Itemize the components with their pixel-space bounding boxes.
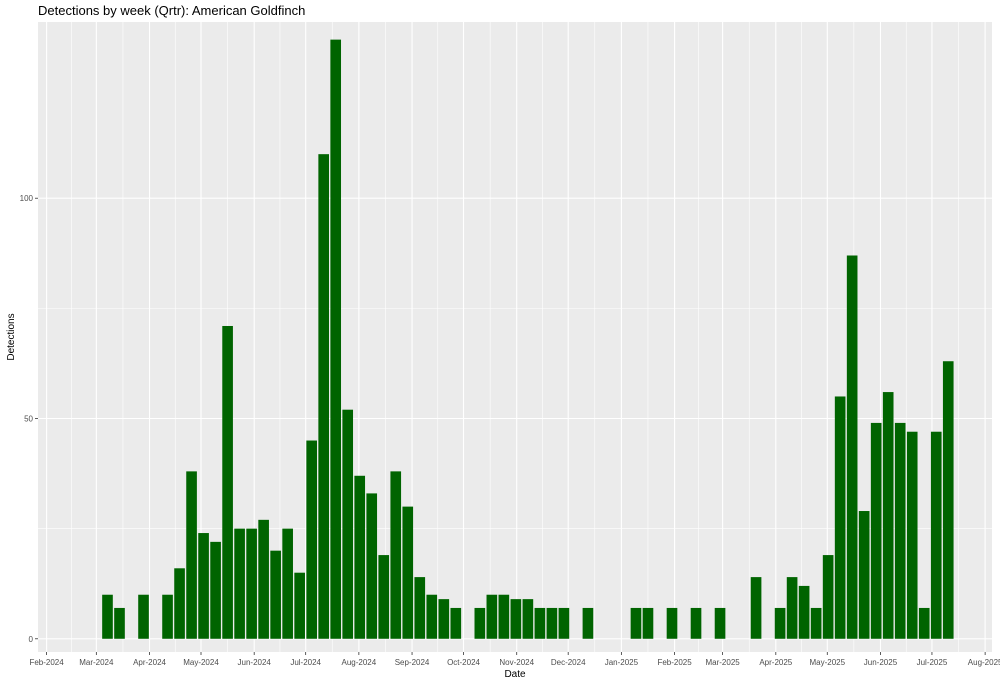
- bar: [534, 607, 546, 639]
- y-tick-label: 0: [29, 635, 34, 644]
- bar: [426, 594, 438, 639]
- bar: [186, 471, 197, 639]
- bar: [246, 528, 257, 639]
- bar: [810, 607, 822, 639]
- y-axis: 0 50 100: [20, 194, 38, 644]
- bar: [294, 572, 305, 639]
- bar: [786, 577, 798, 639]
- x-tick-label: Mar-2024: [79, 658, 114, 667]
- bar: [474, 607, 486, 639]
- bar: [846, 255, 858, 639]
- x-tick-label: Jul-2025: [917, 658, 948, 667]
- bar: [930, 431, 942, 639]
- bar: [330, 39, 342, 639]
- bar: [222, 325, 233, 639]
- y-axis-title: Detections: [6, 313, 17, 360]
- bar: [498, 594, 510, 639]
- bar: [270, 550, 281, 639]
- x-tick-label: Sep-2024: [395, 658, 430, 667]
- bar: [834, 396, 846, 639]
- x-tick-label: Apr-2025: [759, 658, 792, 667]
- bar: [198, 533, 209, 639]
- bar: [582, 607, 594, 639]
- bar: [558, 607, 570, 639]
- x-tick-label: Jun-2025: [864, 658, 898, 667]
- bar: [870, 422, 882, 639]
- bar: [210, 541, 221, 639]
- bar: [486, 594, 498, 639]
- bar: [510, 599, 522, 639]
- x-tick-label: Jul-2024: [290, 658, 321, 667]
- bar: [438, 599, 450, 639]
- bar: [258, 519, 269, 639]
- bar: [282, 528, 293, 639]
- bar: [402, 506, 414, 639]
- bar: [306, 440, 317, 639]
- bar: [366, 493, 378, 639]
- bar: [174, 568, 185, 639]
- bar: [414, 577, 426, 639]
- bar: [234, 528, 245, 639]
- x-tick-label: Aug-2024: [342, 658, 377, 667]
- bar: [906, 431, 918, 639]
- bar: [390, 471, 402, 639]
- bar: [102, 594, 113, 639]
- bar: [522, 599, 534, 639]
- bar: [642, 607, 654, 639]
- x-tick-label: Nov-2024: [499, 658, 534, 667]
- plot-panel: [38, 22, 992, 652]
- x-tick-label: Feb-2024: [29, 658, 64, 667]
- bar: [378, 555, 390, 639]
- x-tick-label: Oct-2024: [447, 658, 480, 667]
- bar: [138, 594, 149, 639]
- bar: [630, 607, 642, 639]
- bar: [750, 577, 762, 639]
- chart-title: Detections by week (Qrtr): American Gold…: [38, 3, 305, 18]
- bar: [882, 392, 894, 639]
- x-tick-label: Jun-2024: [238, 658, 272, 667]
- bar: [318, 154, 330, 639]
- bar: [858, 511, 870, 639]
- x-axis: Feb-2024 Mar-2024 Apr-2024 May-2024 Jun-2024…: [29, 652, 1000, 667]
- bar: [918, 607, 930, 639]
- bars-group: [102, 39, 954, 639]
- bar: [114, 607, 125, 639]
- bar: [342, 409, 354, 639]
- bar: [354, 475, 366, 639]
- bar: [894, 422, 906, 639]
- bar: [798, 585, 810, 639]
- bar: [690, 607, 702, 639]
- x-tick-label: May-2025: [809, 658, 845, 667]
- x-tick-label: Mar-2025: [705, 658, 740, 667]
- bar: [942, 361, 954, 639]
- y-tick-label: 100: [20, 194, 34, 203]
- minor-gridlines: [38, 22, 992, 652]
- x-tick-label: Jan-2025: [605, 658, 639, 667]
- bar: [450, 607, 462, 639]
- x-tick-label: Dec-2024: [551, 658, 586, 667]
- x-tick-label: Feb-2025: [657, 658, 692, 667]
- y-tick-label: 50: [24, 415, 33, 424]
- x-tick-label: Aug-2025: [968, 658, 1000, 667]
- bar: [162, 594, 173, 639]
- x-tick-label: Apr-2024: [133, 658, 166, 667]
- x-tick-label: May-2024: [183, 658, 219, 667]
- bar: [666, 607, 678, 639]
- bar: [822, 555, 834, 639]
- bar: [546, 607, 558, 639]
- x-axis-title: Date: [504, 669, 526, 680]
- bar: [774, 607, 786, 639]
- bar: [714, 607, 726, 639]
